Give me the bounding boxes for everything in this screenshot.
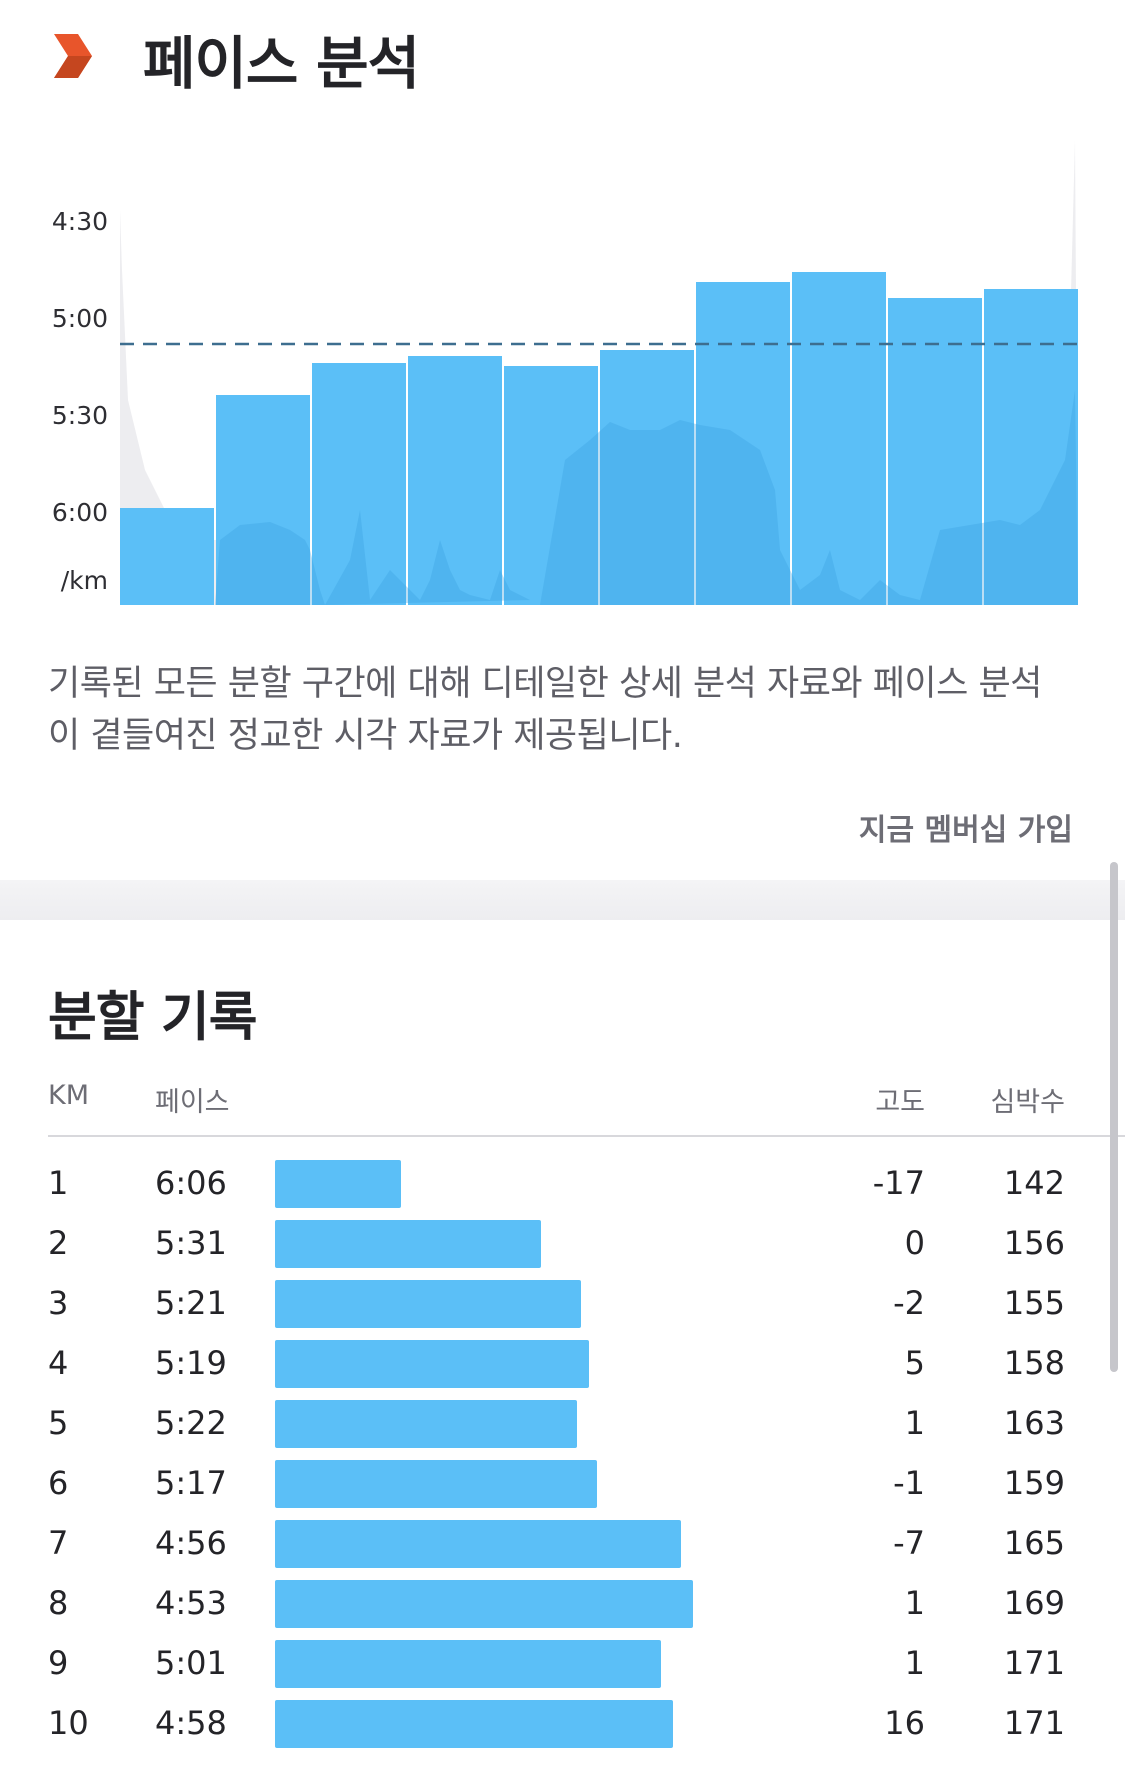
pace-bar-km-6: [600, 350, 694, 605]
split-pace: 5:22: [155, 1404, 227, 1442]
split-pace-bar: [275, 1460, 597, 1508]
split-pace: 5:17: [155, 1464, 227, 1502]
split-km: 5: [48, 1404, 69, 1442]
page-title: 페이스 분석: [143, 31, 420, 97]
table-row: 8 4:53 1 169: [0, 1580, 1125, 1632]
pace-bar-km-7: [696, 282, 790, 605]
y-tick-label: 5:30: [51, 401, 108, 430]
table-row: 1 6:06 -17 142: [0, 1160, 1125, 1212]
split-km: 9: [48, 1644, 69, 1682]
y-tick-label: 5:00: [51, 304, 108, 333]
table-row: 10 4:58 16 171: [0, 1700, 1125, 1752]
split-pace: 5:31: [155, 1224, 227, 1262]
split-pace-bar: [275, 1220, 541, 1268]
scrollbar[interactable]: [1110, 862, 1118, 1372]
split-heart-rate: 155: [1003, 1284, 1065, 1322]
split-elevation: -2: [893, 1284, 925, 1322]
splits-title: 분할 기록: [48, 987, 257, 1048]
split-pace-bar: [275, 1520, 681, 1568]
split-elevation: 5: [904, 1344, 925, 1382]
split-heart-rate: 159: [1003, 1464, 1065, 1502]
split-pace: 5:21: [155, 1284, 227, 1322]
split-heart-rate: 163: [1003, 1404, 1065, 1442]
pace-bars: [120, 272, 1078, 605]
pace-bar-km-2: [216, 395, 310, 605]
y-tick-label: 4:30: [51, 207, 108, 236]
split-pace-bar: [275, 1160, 401, 1208]
split-elevation: 1: [904, 1404, 925, 1442]
table-row: 5 5:22 1 163: [0, 1400, 1125, 1452]
split-elevation: 0: [904, 1224, 925, 1262]
table-row: 9 5:01 1 171: [0, 1640, 1125, 1692]
column-header-pace: 페이스: [155, 1087, 230, 1118]
split-heart-rate: 171: [1003, 1644, 1065, 1682]
split-pace: 5:19: [155, 1344, 227, 1382]
feature-description: 기록된 모든 분할 구간에 대해 디테일한 상세 분석 자료와 페이스 분석이 …: [48, 664, 1042, 756]
split-heart-rate: 165: [1003, 1524, 1065, 1562]
split-heart-rate: 158: [1003, 1344, 1065, 1382]
column-header-heart-rate: 심박수: [990, 1087, 1065, 1118]
split-heart-rate: 142: [1003, 1164, 1065, 1202]
split-km: 6: [48, 1464, 69, 1502]
y-tick-label: 6:00: [51, 498, 108, 527]
elevation-area: [120, 140, 1078, 605]
table-divider: [48, 1135, 1125, 1137]
splits-card: 분할 기록 KM 페이스 고도 심박수 1 6:06 -17 142 2 5:31 0 156…: [0, 920, 1125, 1788]
chevron-icon: [54, 34, 92, 78]
split-pace-bar: [275, 1580, 693, 1628]
split-km: 2: [48, 1224, 69, 1262]
section-separator: [0, 880, 1125, 920]
split-km: 3: [48, 1284, 69, 1322]
pace-chart-plot: [120, 140, 1080, 605]
pace-bar-km-3: [312, 363, 406, 605]
split-pace: 4:53: [155, 1584, 227, 1622]
pace-bar-km-10: [984, 289, 1078, 605]
split-pace-bar: [275, 1700, 673, 1748]
split-heart-rate: 169: [1003, 1584, 1065, 1622]
split-km: 1: [48, 1164, 69, 1202]
split-pace: 6:06: [155, 1164, 227, 1202]
split-elevation: 1: [904, 1644, 925, 1682]
split-pace-bar: [275, 1340, 589, 1388]
split-heart-rate: 156: [1003, 1224, 1065, 1262]
table-row: 7 4:56 -7 165: [0, 1520, 1125, 1572]
pace-bar-km-5: [504, 366, 598, 605]
split-km: 4: [48, 1344, 69, 1382]
column-header-elevation: 고도: [875, 1087, 925, 1118]
pace-bar-km-8: [792, 272, 886, 605]
column-header-km: KM: [48, 1080, 90, 1111]
table-row: 2 5:31 0 156: [0, 1220, 1125, 1272]
split-elevation: -1: [893, 1464, 925, 1502]
split-heart-rate: 171: [1003, 1704, 1065, 1742]
split-pace: 4:56: [155, 1524, 227, 1562]
split-elevation: 16: [884, 1704, 925, 1742]
split-elevation: -17: [872, 1164, 925, 1202]
split-elevation: -7: [893, 1524, 925, 1562]
pace-bar-km-9: [888, 298, 982, 605]
table-row: 6 5:17 -1 159: [0, 1460, 1125, 1512]
split-elevation: 1: [904, 1584, 925, 1622]
split-km: 8: [48, 1584, 69, 1622]
split-pace-bar: [275, 1280, 581, 1328]
pace-bar-km-4: [408, 356, 502, 605]
y-axis-unit: /km: [60, 566, 108, 595]
split-pace-bar: [275, 1400, 577, 1448]
join-membership-link[interactable]: 지금 멤버십 가입: [858, 813, 1073, 848]
scrollbar-thumb[interactable]: [1110, 862, 1118, 1372]
split-pace: 5:01: [155, 1644, 227, 1682]
pace-chart: 4:30 5:00 5:30 6:00 /km: [0, 130, 1125, 630]
pace-analysis-card: 페이스 분석 4:30 5:00 5:30 6:00 /km 기록된 모든 분할…: [0, 0, 1125, 880]
split-km: 7: [48, 1524, 69, 1562]
table-row: 3 5:21 -2 155: [0, 1280, 1125, 1332]
split-km: 10: [48, 1704, 89, 1742]
pace-bar-km-1: [120, 508, 214, 605]
elevation-overlay: [215, 390, 1078, 605]
table-row: 4 5:19 5 158: [0, 1340, 1125, 1392]
split-pace-bar: [275, 1640, 661, 1688]
split-pace: 4:58: [155, 1704, 227, 1742]
